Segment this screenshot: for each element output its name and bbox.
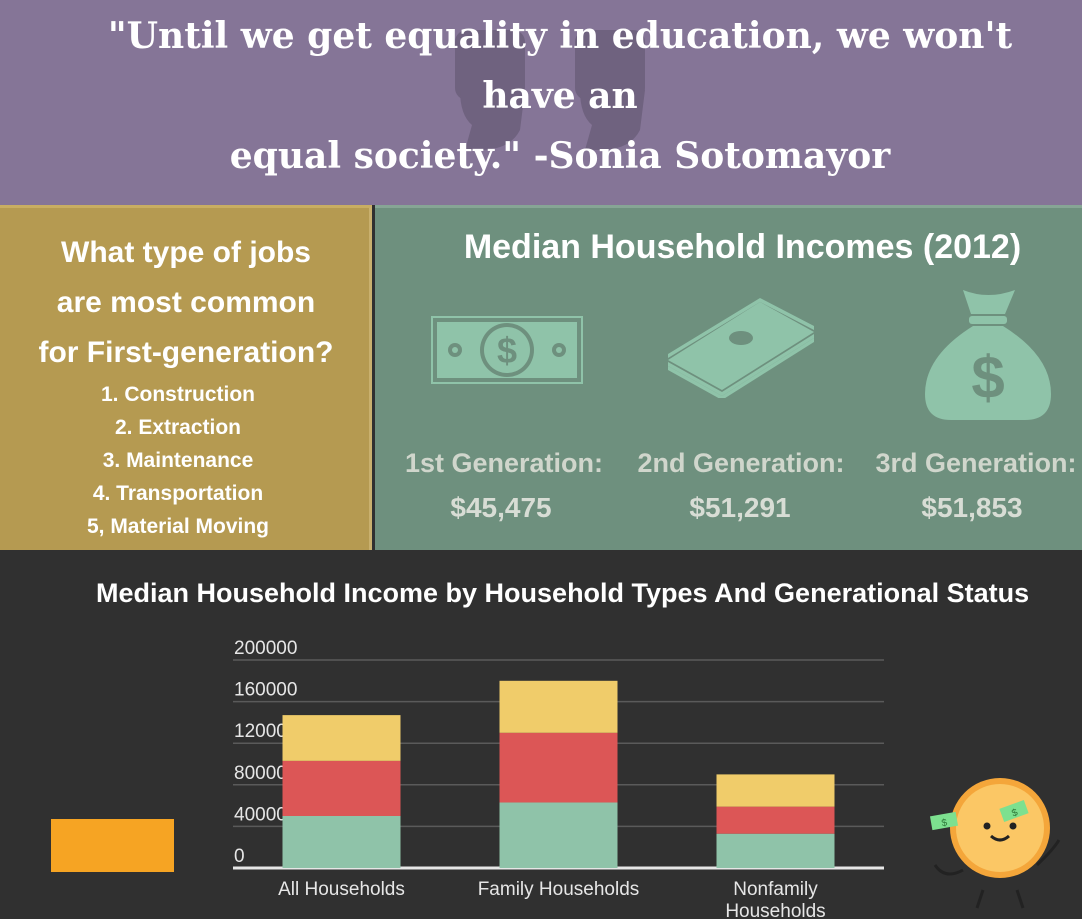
svg-text:$: $ (1010, 807, 1019, 819)
decorative-orange-block (51, 819, 174, 872)
quote-line-2: equal society." -Sonia Sotomayor (229, 135, 891, 177)
y-tick-label: 120000 (234, 721, 297, 742)
gen-2-label: 2nd Generation: (637, 448, 845, 478)
cash-bill-icon: $ (431, 316, 583, 384)
bar-segment (716, 833, 835, 868)
gen-2-value: $51,291 (689, 492, 791, 523)
bar-segment (716, 774, 835, 807)
quote-line-1: "Until we get equality in education, we … (107, 15, 1013, 117)
income-title: Median Household Incomes (2012) (463, 228, 1022, 266)
money-bag-icon: $ (925, 290, 1051, 420)
jobs-list-item: 4. Transportation (92, 482, 264, 505)
y-tick-label: 160000 (234, 680, 297, 701)
bar-segment (499, 680, 618, 733)
coin-mascot-icon: $ $ (929, 778, 1061, 909)
stacked-bar-chart: 200000 160000 120000 80000 40000 0 All Househo… (233, 638, 884, 919)
gen-3-value: $51,853 (921, 492, 1023, 523)
bar-segment (282, 760, 401, 816)
jobs-list: 1. Construction 2. Extraction 3. Mainten… (0, 378, 356, 543)
quote-banner: "Until we get equality in education, we … (0, 0, 1082, 205)
quote-mark-icon (455, 30, 645, 150)
svg-text:$: $ (971, 344, 1004, 411)
jobs-list-item: 2. Extraction (114, 416, 242, 439)
jobs-title-line: What type of jobs (61, 236, 311, 269)
bar-segment (282, 715, 401, 761)
bar-segment (282, 816, 401, 868)
svg-text:$: $ (941, 817, 949, 829)
gen-1-label: 1st Generation: (404, 448, 604, 478)
y-tick-label: 0 (234, 846, 245, 867)
bar-segment (716, 806, 835, 834)
y-tick-label: 40000 (234, 804, 287, 825)
bar-segment (499, 802, 618, 868)
jobs-title-line: for First-generation? (38, 336, 334, 369)
gen-1-value: $45,475 (450, 492, 552, 523)
bar-segment (499, 732, 618, 803)
jobs-list-item: 1. Construction (100, 383, 255, 406)
chart-title: Median Household Income by Household Typ… (96, 578, 1030, 608)
x-category-label: Family Households (478, 879, 640, 900)
jobs-title: What type of jobs are most common for Fi… (0, 228, 372, 378)
x-category-label: Nonfamily Households (725, 879, 825, 919)
gen-3-label: 3rd Generation: (875, 448, 1077, 478)
y-tick-label: 200000 (234, 638, 297, 659)
jobs-list-item: 5, Material Moving (86, 515, 270, 538)
jobs-title-line: are most common (56, 286, 316, 319)
income-panel: Median Household Incomes (2012) $ $ 1st … (375, 205, 1082, 550)
cash-stack-icon (668, 298, 814, 398)
y-tick-label: 80000 (234, 763, 287, 784)
jobs-panel: What type of jobs are most common for Fi… (0, 205, 372, 550)
svg-text:$: $ (497, 330, 517, 371)
jobs-list-item: 3. Maintenance (102, 449, 254, 472)
x-category-label: All Households (278, 879, 405, 900)
quote-text: "Until we get equality in education, we … (60, 6, 1060, 186)
